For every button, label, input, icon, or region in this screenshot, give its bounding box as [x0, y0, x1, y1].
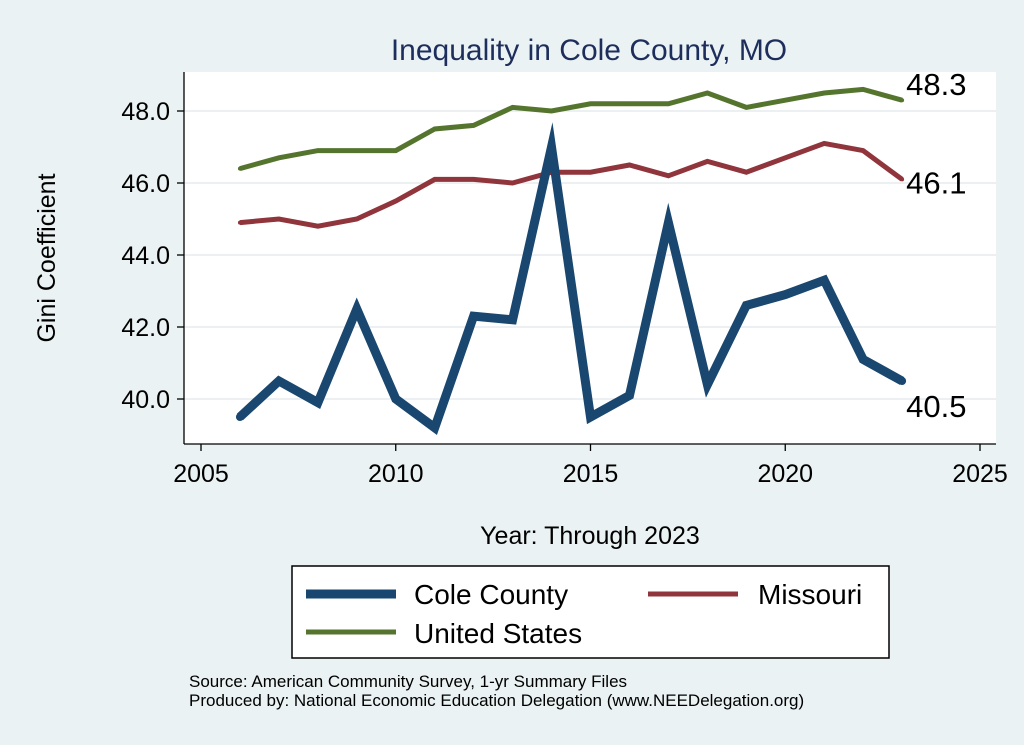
legend-box — [291, 565, 890, 659]
y-tick-label-2: 44.0 — [121, 242, 170, 270]
y-tick-label-3: 46.0 — [121, 170, 170, 198]
point-united-states-2009 — [354, 148, 359, 153]
point-united-states-2010 — [393, 148, 398, 153]
point-missouri-2007 — [276, 217, 281, 221]
legend-label-cole-county: Cole County — [414, 579, 568, 610]
x-tick-label-1: 2010 — [368, 460, 424, 488]
point-cole-county-2009 — [352, 305, 361, 313]
y-tick-label-1: 42.0 — [121, 314, 170, 342]
point-cole-county-2017 — [664, 218, 673, 227]
producer-note: Produced by: National Economic Education… — [189, 691, 805, 710]
point-cole-county-2020 — [781, 290, 790, 299]
point-missouri-2023 — [900, 177, 905, 182]
point-missouri-2018 — [705, 159, 710, 164]
footer: Source: American Community Survey, 1-yr … — [189, 672, 804, 710]
point-missouri-2012 — [471, 177, 476, 182]
point-united-states-2013 — [510, 105, 515, 110]
end-label-cole-county: 40.5 — [906, 389, 966, 424]
point-missouri-2013 — [510, 181, 515, 185]
point-united-states-2015 — [588, 101, 593, 106]
x-axis-label: Year: Through 2023 — [480, 522, 700, 550]
point-united-states-2019 — [744, 105, 749, 110]
point-united-states-2007 — [276, 155, 281, 160]
point-cole-county-2014 — [547, 143, 556, 151]
point-united-states-2006 — [237, 166, 242, 171]
legend-label-united-states: United States — [414, 618, 582, 649]
point-united-states-2023 — [900, 98, 905, 103]
point-united-states-2011 — [432, 127, 437, 131]
point-united-states-2014 — [549, 109, 554, 113]
plot-area — [184, 72, 996, 444]
point-cole-county-2013 — [508, 315, 517, 324]
chart-title: Inequality in Cole County, MO — [391, 34, 787, 67]
end-label-united-states: 48.3 — [906, 67, 966, 102]
end-label-missouri: 46.1 — [906, 165, 966, 200]
x-tick-label-3: 2020 — [757, 460, 813, 488]
point-missouri-2021 — [822, 141, 827, 146]
source-note: Source: American Community Survey, 1-yr … — [189, 672, 628, 691]
point-missouri-2011 — [432, 177, 437, 182]
point-cole-county-2006 — [235, 413, 244, 421]
point-united-states-2018 — [705, 91, 710, 95]
axes: 40.0 42.0 44.0 46.0 48.0 2005 2010 2015 2020 2025 — [121, 72, 1008, 488]
point-united-states-2017 — [666, 101, 671, 106]
series-line-cole-county — [236, 122, 905, 436]
point-missouri-2015 — [588, 170, 593, 175]
end-labels: 40.5 46.1 48.3 — [906, 67, 966, 424]
y-tick-label-4: 48.0 — [121, 98, 170, 126]
point-cole-county-2021 — [820, 276, 829, 285]
point-cole-county-2010 — [391, 395, 400, 403]
point-united-states-2020 — [783, 98, 788, 103]
point-cole-county-2019 — [742, 301, 751, 310]
point-cole-county-2022 — [859, 355, 868, 364]
point-cole-county-2011 — [430, 423, 439, 432]
point-missouri-2019 — [744, 170, 749, 175]
point-cole-county-2012 — [469, 312, 478, 321]
point-missouri-2020 — [783, 155, 788, 160]
point-cole-county-2018 — [703, 380, 712, 389]
point-missouri-2008 — [315, 224, 320, 229]
point-united-states-2012 — [471, 123, 476, 128]
x-tick-label-2: 2015 — [563, 460, 619, 488]
point-united-states-2022 — [861, 87, 866, 92]
point-cole-county-2008 — [313, 398, 322, 407]
point-missouri-2016 — [627, 163, 632, 167]
point-missouri-2010 — [393, 199, 398, 203]
point-missouri-2022 — [861, 148, 866, 153]
point-united-states-2021 — [822, 91, 827, 95]
point-united-states-2016 — [627, 101, 632, 106]
point-cole-county-2015 — [586, 413, 595, 421]
series-line-united-states — [239, 86, 903, 172]
y-tick-label-0: 40.0 — [121, 386, 170, 414]
point-united-states-2008 — [315, 148, 320, 153]
series-line-missouri — [239, 140, 904, 229]
point-missouri-2006 — [237, 220, 242, 225]
x-tick-label-4: 2025 — [952, 460, 1008, 488]
y-axis-label: Gini Coefficient — [33, 173, 61, 342]
legend-label-missouri: Missouri — [758, 579, 862, 610]
point-cole-county-2023 — [898, 377, 907, 385]
point-cole-county-2016 — [625, 391, 634, 400]
x-tick-label-0: 2005 — [173, 460, 229, 488]
point-missouri-2009 — [354, 217, 359, 221]
point-missouri-2017 — [666, 173, 671, 178]
point-cole-county-2007 — [274, 377, 283, 385]
series-lines — [235, 86, 907, 436]
legend: Cole County Missouri United States — [291, 565, 890, 659]
